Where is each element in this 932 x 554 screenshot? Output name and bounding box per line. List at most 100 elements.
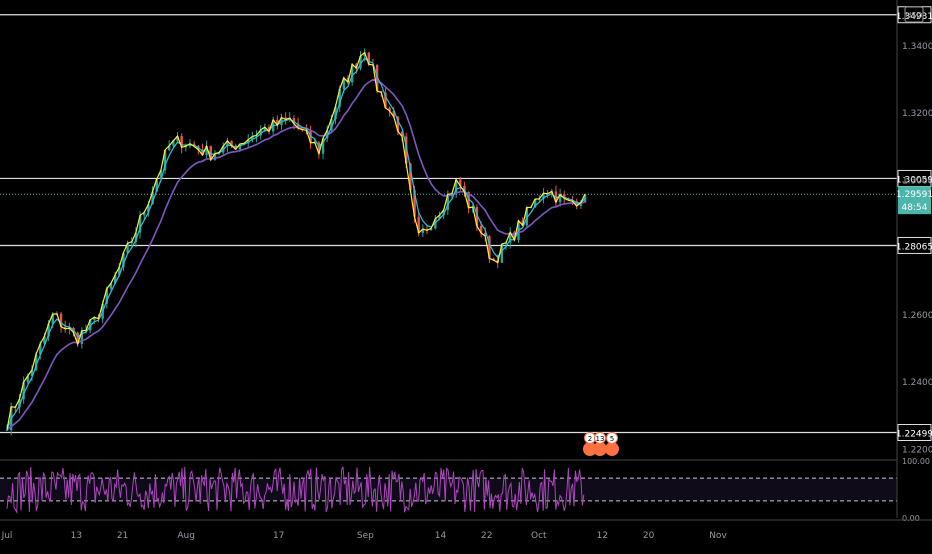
price-tick-label: 1.34000 bbox=[902, 42, 932, 52]
candle-body bbox=[259, 129, 262, 136]
candle-body bbox=[143, 212, 146, 216]
candle-body bbox=[113, 275, 117, 284]
candle-body bbox=[209, 146, 212, 160]
candle-body bbox=[80, 330, 84, 344]
candle-body bbox=[126, 243, 129, 253]
price-tick-label: 1.24000 bbox=[902, 378, 932, 388]
time-tick-label: 13 bbox=[71, 531, 82, 541]
candle-body bbox=[147, 204, 150, 213]
candle-body bbox=[93, 317, 96, 320]
candle-body bbox=[508, 232, 512, 243]
candle-body bbox=[34, 354, 38, 370]
candle-body bbox=[492, 258, 495, 261]
candle-body bbox=[417, 216, 420, 233]
candle-body bbox=[251, 136, 254, 140]
candle-body bbox=[367, 52, 371, 65]
candle-body bbox=[163, 150, 167, 171]
candle-body bbox=[334, 106, 337, 120]
price-tick-label: 1.22000 bbox=[902, 445, 932, 455]
time-tick-label: 20 bbox=[643, 531, 655, 541]
candle-body bbox=[429, 228, 433, 231]
candle-body bbox=[384, 92, 387, 108]
candle-body bbox=[479, 225, 483, 233]
candle-body bbox=[583, 194, 587, 203]
candle-body bbox=[276, 119, 279, 126]
candle-body bbox=[438, 215, 441, 219]
candle-body bbox=[226, 140, 229, 147]
candle-body bbox=[180, 136, 183, 148]
candle-body bbox=[284, 117, 287, 120]
time-tick-label: Jul bbox=[1, 531, 13, 541]
time-tick-label: 21 bbox=[117, 531, 128, 541]
candle-body bbox=[109, 283, 113, 289]
candle-body bbox=[30, 369, 34, 376]
candle-body bbox=[296, 123, 300, 129]
countdown-label: 48:54 bbox=[902, 203, 928, 213]
event-badge bbox=[594, 432, 606, 444]
candle-body bbox=[425, 229, 429, 231]
candle-body bbox=[59, 313, 63, 327]
candle-body bbox=[513, 232, 516, 241]
candle-body bbox=[542, 193, 545, 199]
candle-body bbox=[400, 131, 404, 137]
candle-body bbox=[484, 232, 487, 236]
candle-body bbox=[558, 194, 562, 203]
candle-body bbox=[396, 116, 400, 132]
time-tick-label: 14 bbox=[435, 531, 447, 541]
candle-body bbox=[18, 399, 21, 408]
candle-body bbox=[330, 119, 333, 131]
candle-body bbox=[488, 235, 491, 259]
time-tick-label: Nov bbox=[709, 531, 727, 541]
candle-body bbox=[230, 140, 233, 146]
candle-body bbox=[118, 267, 121, 276]
level-price-label: 1.22499 bbox=[896, 429, 932, 439]
candle-body bbox=[321, 138, 325, 154]
candle-body bbox=[176, 136, 179, 141]
candle-body bbox=[380, 90, 383, 93]
oscillator-tick-label: 100.00 bbox=[902, 457, 930, 466]
event-badge bbox=[606, 432, 618, 444]
candle-body bbox=[213, 153, 217, 160]
level-price-tag bbox=[897, 236, 932, 254]
candle-body bbox=[167, 145, 171, 151]
candle-body bbox=[463, 185, 466, 192]
candle-body bbox=[350, 64, 354, 83]
candle-body bbox=[134, 232, 138, 242]
candle-body bbox=[454, 179, 458, 194]
candle-body bbox=[26, 375, 29, 383]
oscillator-tick-label: 0.00 bbox=[902, 514, 920, 523]
candle-body bbox=[554, 191, 558, 203]
currency-label: USD bbox=[905, 11, 922, 20]
event-marker bbox=[593, 442, 607, 456]
candle-body bbox=[47, 323, 50, 337]
candle-body bbox=[51, 314, 54, 324]
candle-body bbox=[317, 142, 321, 154]
slow-ma-line bbox=[6, 78, 586, 431]
event-marker bbox=[583, 442, 597, 456]
candle-body bbox=[39, 343, 42, 355]
candle-body bbox=[238, 143, 242, 150]
candle-body bbox=[43, 336, 46, 344]
level-price-label: 1.30059 bbox=[896, 175, 932, 185]
time-tick-label: 22 bbox=[481, 531, 492, 541]
candle-body bbox=[342, 77, 346, 90]
candle-body bbox=[122, 252, 125, 268]
candle-body bbox=[105, 288, 109, 304]
time-tick-label: Aug bbox=[177, 531, 195, 541]
candle-body bbox=[64, 326, 67, 329]
candle-body bbox=[138, 215, 142, 233]
candle-body bbox=[338, 89, 341, 107]
price-tick-label: 1.30000 bbox=[902, 176, 932, 186]
fast-ma-line bbox=[6, 57, 586, 431]
candle-body bbox=[442, 210, 445, 216]
event-marker bbox=[605, 442, 619, 456]
candle-body bbox=[201, 149, 204, 156]
candle-body bbox=[405, 136, 408, 164]
price-line bbox=[6, 51, 586, 431]
event-count: 2 bbox=[588, 435, 592, 443]
candle-body bbox=[413, 190, 416, 217]
candle-body bbox=[421, 229, 425, 233]
candle-body bbox=[155, 178, 158, 192]
